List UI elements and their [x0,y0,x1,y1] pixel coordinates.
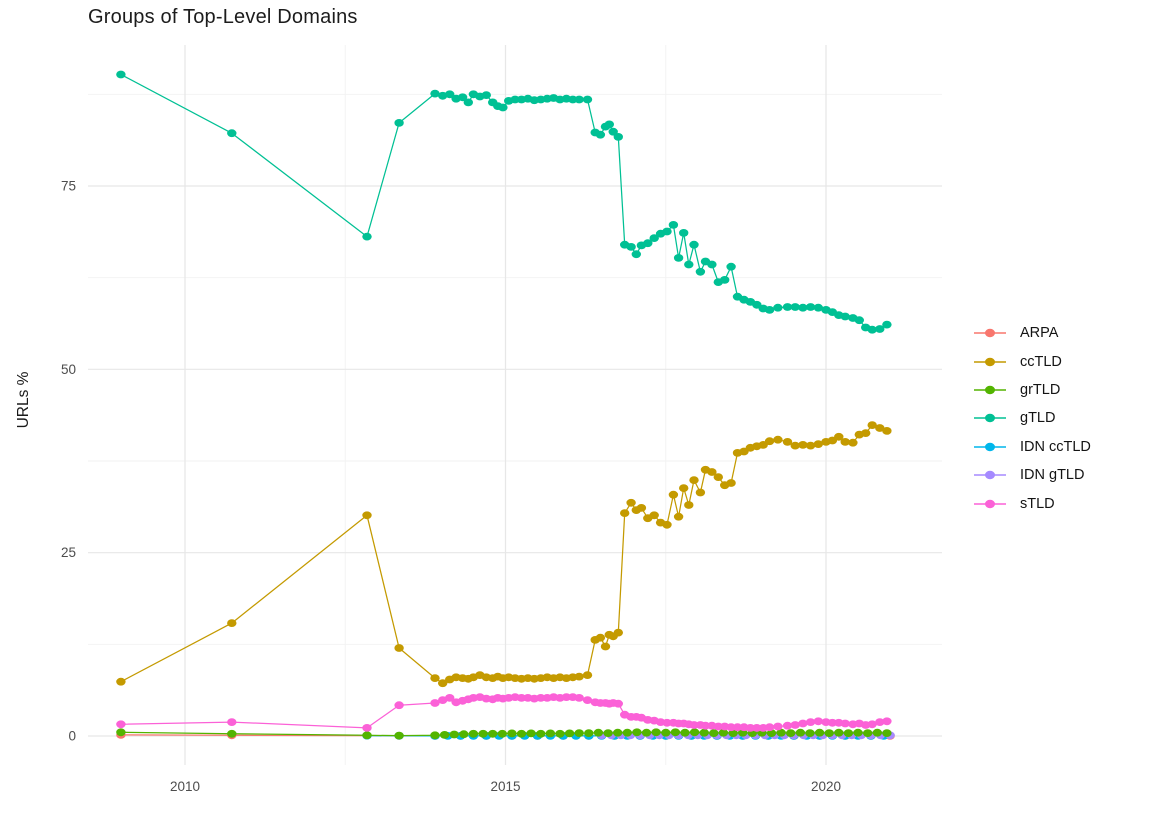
series-grtld [116,728,892,740]
legend-label: IDN gTLD [1020,467,1085,484]
gridlines-minor [88,45,942,765]
legend: ARPA ccTLD grTLD gTLD IDN ccTLD IDN gTLD sTLD [972,319,1091,518]
x-tick-label: 2010 [170,779,200,794]
y-tick-label: 25 [61,545,76,560]
chart-title: Groups of Top-Level Domains [88,6,358,28]
legend-key-icon [974,328,1006,338]
legend-key-icon [974,499,1006,508]
legend-key-icon [974,470,1006,480]
axis-tick-labels: 0 25 50 75 2010 2015 2020 [61,179,841,794]
gridlines-major [88,45,942,765]
legend-label: ARPA [1020,325,1059,342]
y-tick-label: 0 [68,729,76,744]
legend-label: ccTLD [1020,353,1062,370]
series-cctld [116,421,892,688]
series-stld [116,693,892,732]
y-axis-title: URLs % [15,371,32,429]
legend-item-arpa: ARPA [972,319,1091,347]
legend-label: IDN ccTLD [1020,438,1091,455]
legend-item-grtld: grTLD [972,376,1091,404]
legend-key-icon [974,442,1006,451]
legend-key-icon [974,357,1006,366]
legend-item-idn-cctld: IDN ccTLD [972,433,1091,461]
y-tick-label: 75 [61,179,76,194]
x-tick-label: 2020 [811,779,841,794]
legend-key-icon [974,414,1006,423]
legend-item-idn-gtld: IDN gTLD [972,461,1091,489]
legend-label: gTLD [1020,410,1056,427]
series-gtld [116,70,892,334]
legend-item-gtld: gTLD [972,404,1091,432]
legend-key-icon [974,385,1006,395]
legend-item-stld: sTLD [972,489,1091,517]
y-tick-label: 50 [61,362,76,377]
x-tick-label: 2015 [490,779,520,794]
legend-label: sTLD [1020,495,1055,512]
legend-label: grTLD [1020,381,1061,398]
legend-item-cctld: ccTLD [972,347,1091,375]
